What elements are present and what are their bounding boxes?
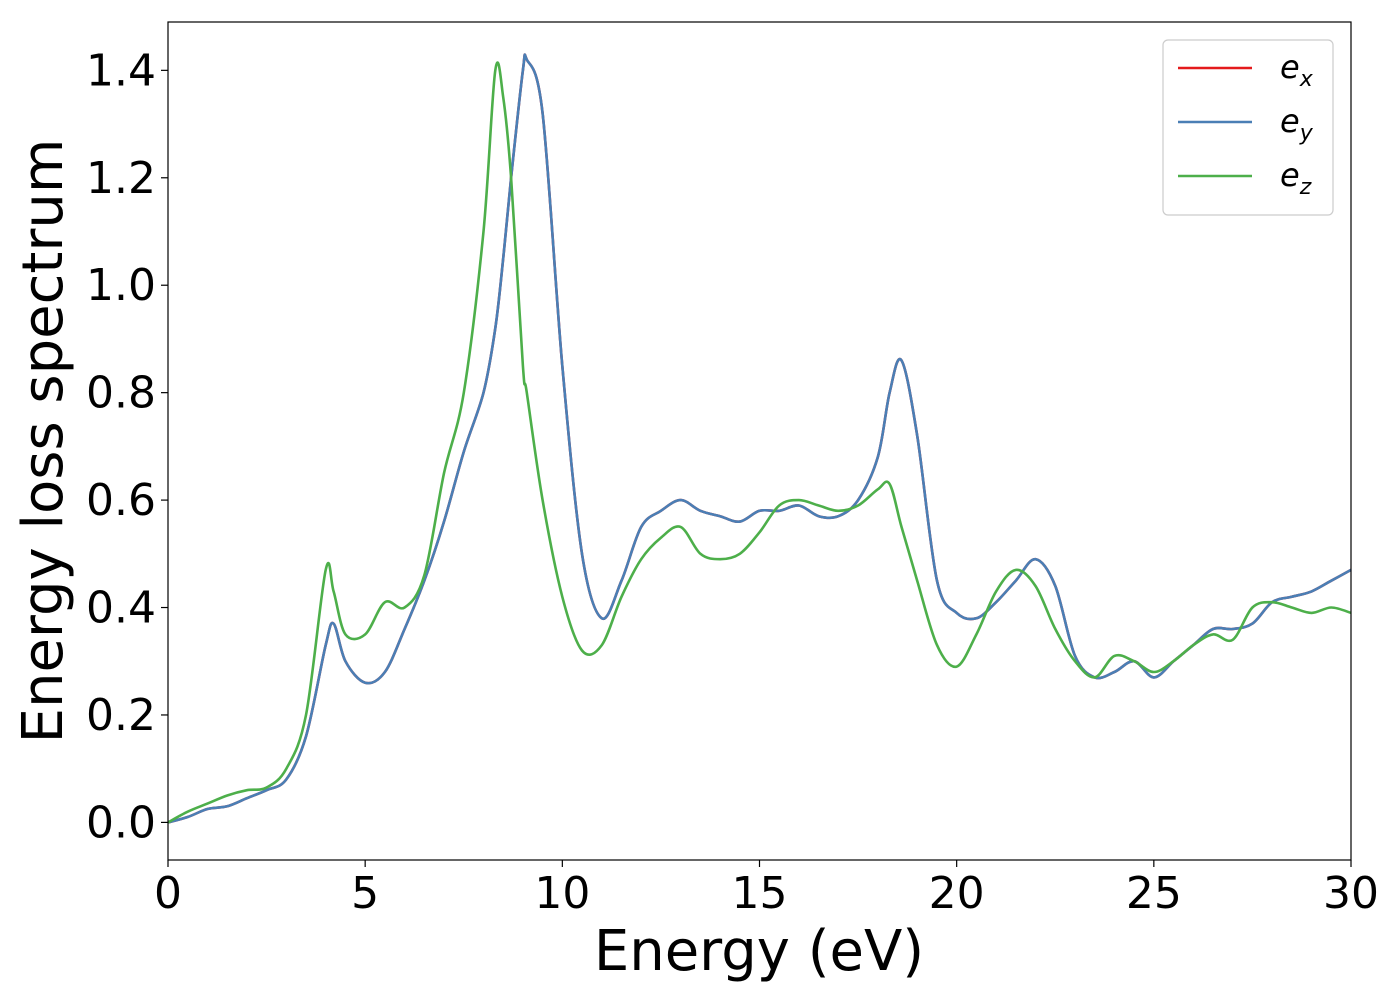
series-line-y — [167, 53, 1352, 824]
x-axis: 0 5 10 15 20 25 30 — [154, 860, 1379, 919]
y-tick-label: 1.2 — [86, 153, 156, 204]
y-tick-label: 1.4 — [86, 45, 156, 96]
x-tick-label: 10 — [534, 868, 590, 919]
y-tick-label: 0.0 — [86, 797, 156, 848]
y-tick-label: 0.6 — [86, 475, 156, 526]
x-tick-label: 30 — [1323, 868, 1379, 919]
y-tick-label: 1.0 — [86, 260, 156, 311]
y-axis: 0.0 0.2 0.4 0.6 0.8 1.0 1.2 1.4 — [86, 45, 168, 848]
y-tick-label: 0.4 — [86, 583, 156, 634]
x-tick-label: 25 — [1126, 868, 1182, 919]
x-axis-label: Energy (eV) — [594, 919, 924, 984]
y-tick-label: 0.2 — [86, 690, 156, 741]
series-layer — [167, 53, 1352, 824]
x-tick-label: 5 — [351, 868, 379, 919]
x-tick-label: 20 — [929, 868, 985, 919]
y-axis-label: Energy loss spectrum — [11, 139, 76, 744]
series-line-z — [167, 61, 1352, 824]
x-tick-label: 15 — [732, 868, 788, 919]
legend-box — [1162, 39, 1334, 216]
x-tick-label: 0 — [154, 868, 182, 919]
legend-label-y: ey — [1280, 102, 1314, 146]
plot-area — [168, 22, 1351, 860]
y-tick-label: 0.8 — [86, 368, 156, 419]
